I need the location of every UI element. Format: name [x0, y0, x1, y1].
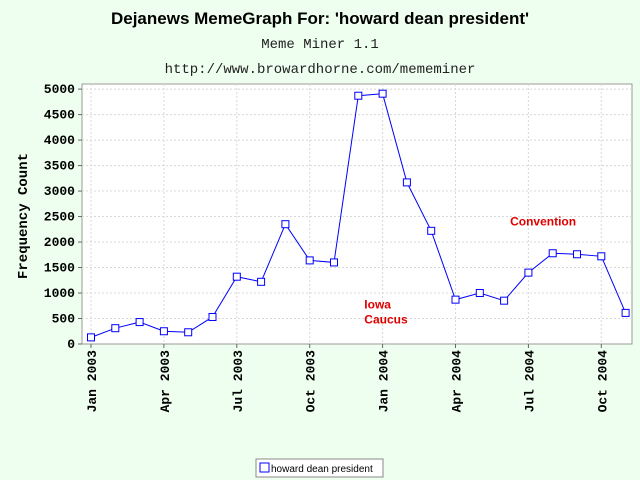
data-point	[208, 312, 217, 321]
y-tick-label: 2000	[44, 235, 75, 250]
y-tick-label: 500	[52, 312, 76, 327]
x-tick-label: Jan 2004	[377, 350, 392, 413]
x-tick-label: Jan 2003	[85, 350, 100, 413]
legend-box	[255, 458, 384, 478]
y-tick-label: 1000	[44, 286, 75, 301]
data-point	[135, 318, 144, 327]
data-point	[184, 328, 193, 337]
data-point	[524, 268, 533, 277]
data-point	[330, 258, 338, 267]
data-point	[378, 89, 387, 98]
chart-title: Dejanews MemeGraph For: 'howard dean pre…	[111, 9, 529, 28]
x-tick-label: Oct 2003	[304, 350, 319, 413]
gridlines	[82, 84, 632, 344]
legend: howard dean president	[255, 458, 384, 478]
chart-subtitle-url: http://www.browardhorne.com/mememiner	[165, 62, 476, 78]
legend-marker-icon	[259, 462, 270, 473]
y-axis-label: Frequency Count	[16, 153, 32, 279]
x-tick-label: Apr 2004	[450, 350, 465, 413]
y-tick-label: 0	[67, 337, 75, 352]
annotation-iowa-caucus: Iowa	[364, 297, 391, 311]
y-tick-label: 5000	[44, 82, 75, 97]
y-tick-label: 3500	[44, 159, 75, 174]
data-point	[257, 277, 266, 286]
data-point	[500, 296, 509, 305]
chart-subtitle-app: Meme Miner 1.1	[261, 37, 379, 53]
y-tick-label: 1500	[44, 261, 75, 276]
x-tick-label: Jul 2003	[231, 350, 246, 413]
data-point	[111, 324, 120, 333]
axes: 0 500 1000 1500 2000 2500 3000 3500 4000 4500 5000…	[44, 82, 611, 412]
y-tick-label: 4000	[44, 133, 75, 148]
legend-label: howard dean president	[271, 464, 373, 475]
data-point	[87, 333, 95, 342]
data-point	[354, 91, 363, 100]
series-layer	[87, 89, 630, 342]
plot-area	[81, 83, 633, 345]
annotation-iowa-caucus: Caucus	[364, 312, 408, 326]
data-point	[281, 220, 290, 229]
annotation-convention: Convention	[510, 215, 576, 229]
data-point	[548, 249, 557, 258]
data-point	[232, 272, 241, 281]
data-point	[597, 252, 606, 261]
y-tick-label: 2500	[44, 210, 75, 225]
data-point	[305, 256, 314, 265]
x-tick-label: Oct 2004	[595, 350, 610, 413]
data-point	[475, 289, 484, 298]
data-point	[402, 178, 411, 187]
x-tick-label: Jul 2004	[522, 350, 537, 413]
data-point	[621, 308, 630, 317]
x-tick-label: Apr 2003	[158, 350, 173, 413]
data-point	[451, 295, 460, 304]
y-tick-label: 4500	[44, 108, 75, 123]
y-tick-label: 3000	[44, 184, 75, 199]
data-point	[427, 226, 436, 235]
data-point	[159, 327, 168, 336]
data-point	[573, 250, 581, 259]
